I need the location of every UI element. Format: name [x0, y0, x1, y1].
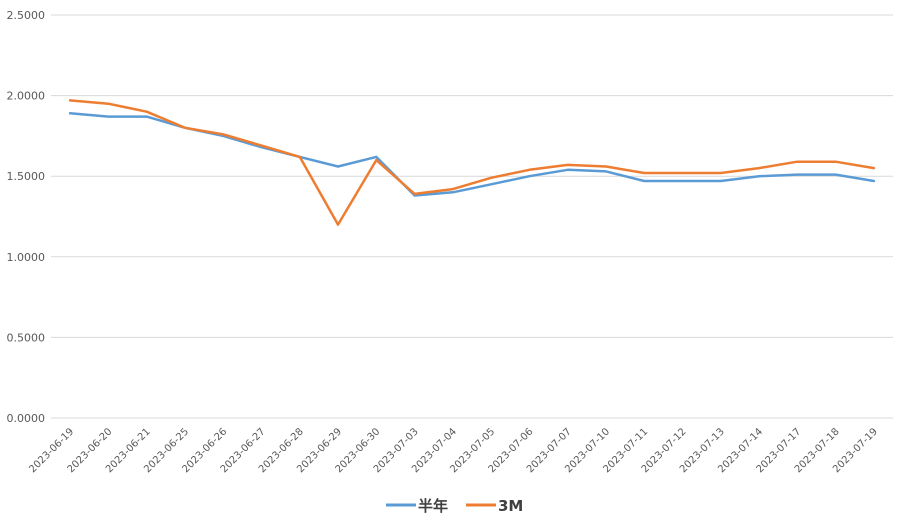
- legend-label-1: 3M: [498, 497, 523, 515]
- series-lines: [68, 99, 876, 226]
- y-tick-label: 2.0000: [7, 90, 46, 103]
- legend-label-0: 半年: [418, 497, 448, 515]
- legend: 半年 3M: [386, 497, 523, 515]
- y-tick-label: 0.5000: [7, 331, 46, 344]
- y-tick-label: 2.5000: [7, 9, 46, 22]
- x-axis-tick-labels: 2023-06-192023-06-202023-06-212023-06-25…: [27, 426, 880, 475]
- y-tick-label: 1.5000: [7, 170, 46, 183]
- y-tick-label: 1.0000: [7, 251, 46, 264]
- series-line-1: [68, 99, 876, 226]
- y-tick-label: 0.0000: [7, 412, 46, 425]
- y-axis-tick-labels: 0.0000 0.5000 1.0000 1.5000 2.0000 2.5000: [7, 9, 46, 425]
- gridlines: [51, 14, 893, 419]
